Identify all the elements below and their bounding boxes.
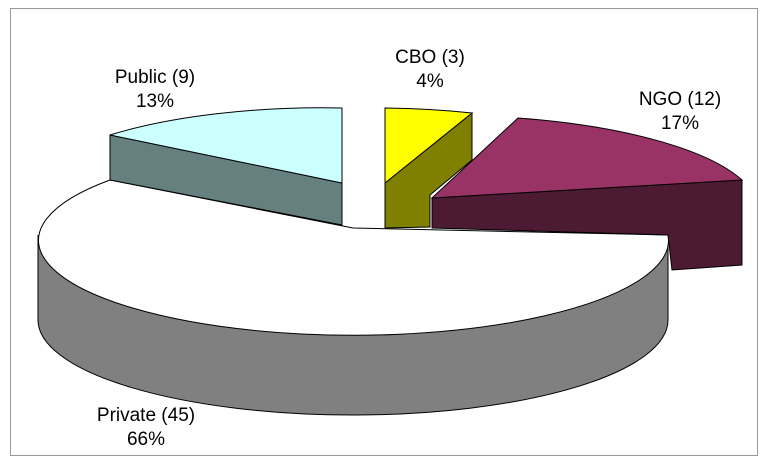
slice-ngo [430, 117, 744, 271]
slice-label-ngo: NGO (12) 17% [625, 88, 735, 136]
slice-label-private-percent: 66% [126, 429, 166, 450]
slice-public-top [109, 107, 343, 184]
slice-label-cbo-name: CBO (3) [395, 47, 465, 68]
slice-cbo [384, 107, 474, 229]
slice-label-private-name: Private (45) [96, 405, 196, 426]
slice-label-public-name: Public (9) [114, 67, 196, 88]
slice-private [37, 179, 669, 416]
slice-cbo-top [384, 107, 474, 185]
slice-label-ngo-name: NGO (12) [638, 89, 722, 110]
slice-private-top [38, 179, 669, 336]
slice-label-public-percent: 13% [135, 91, 175, 112]
slice-label-cbo-percent: 4% [416, 71, 444, 92]
slice-label-ngo-percent: 17% [660, 113, 700, 134]
slice-ngo-top [430, 117, 744, 199]
slice-label-cbo: CBO (3) 4% [390, 46, 470, 94]
slice-label-public: Public (9) 13% [100, 66, 210, 114]
slice-public [109, 107, 343, 226]
slice-label-private: Private (45) 66% [76, 404, 216, 452]
